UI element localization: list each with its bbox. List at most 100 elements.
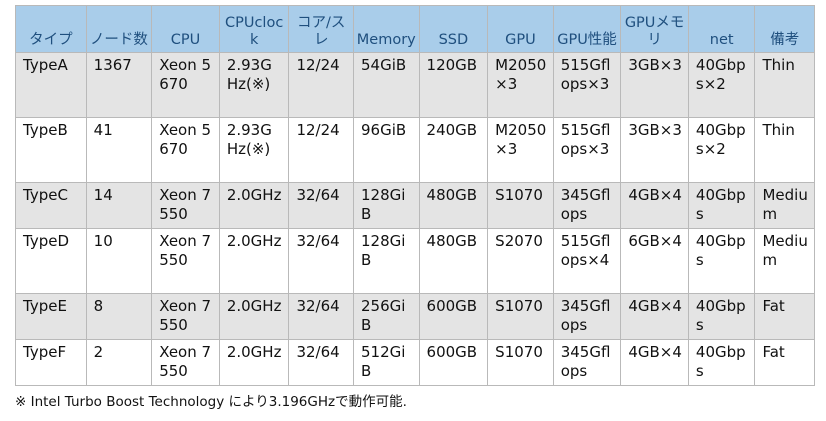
cell-cpu: Xeon 5670 — [151, 52, 220, 118]
header-cpu: CPU — [151, 5, 220, 53]
header-label: GPUメモリ — [624, 15, 685, 48]
table-row: TypeC 14 Xeon 7550 2.0GHz 32/64 128GiB 480GB S1… — [15, 182, 815, 229]
cell-ssd: 480GB — [418, 228, 489, 294]
cell-cpu: Xeon 7550 — [151, 182, 220, 229]
header-label: GPU — [505, 32, 536, 48]
header-label: ノード数 — [89, 32, 148, 48]
header-nodes: ノード数 — [85, 5, 153, 53]
header-row: タイプ ノード数 CPU CPUclock コア/スレ Memory SSD GPU GPU性能… — [15, 5, 815, 53]
cell-cpuclock: 2.93GHz(※) — [218, 52, 290, 118]
header-memory: Memory — [353, 5, 420, 53]
cell-ssd: 480GB — [418, 182, 489, 229]
header-label: net — [709, 32, 734, 48]
table-header: タイプ ノード数 CPU CPUclock コア/スレ Memory SSD GPU GPU性能… — [15, 5, 815, 53]
cell-gpuperf: 515Gflops×4 — [552, 228, 622, 294]
cell-ssd: 600GB — [418, 293, 489, 340]
header-cores: コア/スレ — [288, 5, 354, 53]
header-label: 備考 — [770, 32, 800, 48]
header-gpuperf: GPU性能 — [552, 5, 622, 53]
cell-cpu: Xeon 7550 — [151, 339, 220, 386]
header-label: CPU — [170, 32, 201, 48]
cell-nodes: 14 — [85, 182, 153, 229]
cell-type: TypeB — [15, 117, 87, 183]
cell-cores: 12/24 — [288, 117, 354, 183]
header-label: GPU性能 — [557, 32, 617, 48]
header-notes: 備考 — [754, 5, 815, 53]
table-body: TypeA 1367 Xeon 5670 2.93GHz(※) 12/24 54GiB 12… — [15, 52, 815, 386]
cell-gpu: M2050×3 — [487, 117, 554, 183]
header-label: CPUclock — [224, 15, 284, 48]
cell-gpumem: 4GB×4 — [620, 339, 689, 386]
table-row: TypeF 2 Xeon 7550 2.0GHz 32/64 512GiB 600GB S10… — [15, 339, 815, 386]
cell-nodes: 10 — [85, 228, 153, 294]
cell-cpuclock: 2.0GHz — [218, 228, 290, 294]
cell-type: TypeA — [15, 52, 87, 118]
table-row: TypeA 1367 Xeon 5670 2.93GHz(※) 12/24 54GiB 12… — [15, 52, 815, 118]
cell-net: 40Gbps — [687, 293, 756, 340]
cell-gpumem: 4GB×4 — [620, 182, 689, 229]
cell-type: TypeD — [15, 228, 87, 294]
cell-gpuperf: 515Gflops×3 — [552, 52, 622, 118]
cell-net: 40Gbps×2 — [687, 52, 756, 118]
cell-gpu: M2050×3 — [487, 52, 554, 118]
cell-gpuperf: 345Gflops — [552, 293, 622, 340]
cell-memory: 96GiB — [353, 117, 420, 183]
cell-notes: Medium — [754, 182, 815, 229]
cell-memory: 128GiB — [353, 182, 420, 229]
cell-cores: 32/64 — [288, 293, 354, 340]
cell-net: 40Gbps — [687, 339, 756, 386]
cell-cpu: Xeon 5670 — [151, 117, 220, 183]
table-row: TypeE 8 Xeon 7550 2.0GHz 32/64 256GiB 600GB S10… — [15, 293, 815, 340]
cell-cpuclock: 2.0GHz — [218, 339, 290, 386]
cell-notes: Thin — [754, 52, 815, 118]
cell-gpu: S1070 — [487, 293, 554, 340]
cell-gpumem: 4GB×4 — [620, 293, 689, 340]
spec-table: タイプ ノード数 CPU CPUclock コア/スレ Memory SSD GPU GPU性能… — [15, 5, 815, 386]
cell-ssd: 240GB — [418, 117, 489, 183]
cell-nodes: 41 — [85, 117, 153, 183]
cell-ssd: 600GB — [418, 339, 489, 386]
cell-cpu: Xeon 7550 — [151, 293, 220, 340]
cell-notes: Thin — [754, 117, 815, 183]
cell-gpuperf: 345Gflops — [552, 182, 622, 229]
cell-memory: 128GiB — [353, 228, 420, 294]
cell-gpu: S1070 — [487, 182, 554, 229]
cell-gpu: S1070 — [487, 339, 554, 386]
table-row: TypeD 10 Xeon 7550 2.0GHz 32/64 128GiB 480GB S2… — [15, 228, 815, 294]
cell-cpu: Xeon 7550 — [151, 228, 220, 294]
header-label: タイプ — [29, 32, 73, 48]
cell-notes: Fat — [754, 293, 815, 340]
cell-cores: 32/64 — [288, 182, 354, 229]
cell-cpuclock: 2.0GHz — [218, 182, 290, 229]
cell-gpumem: 6GB×4 — [620, 228, 689, 294]
footnote: ※ Intel Turbo Boost Technology により3.196G… — [15, 394, 407, 410]
cell-gpuperf: 515Gflops×3 — [552, 117, 622, 183]
header-cpuclock: CPUclock — [218, 5, 290, 53]
cell-nodes: 8 — [85, 293, 153, 340]
cell-memory: 54GiB — [353, 52, 420, 118]
header-gpu: GPU — [487, 5, 554, 53]
header-gpumem: GPUメモリ — [620, 5, 689, 53]
header-type: タイプ — [15, 5, 87, 53]
cell-net: 40Gbps — [687, 182, 756, 229]
header-label: コア/スレ — [297, 15, 346, 48]
cell-type: TypeE — [15, 293, 87, 340]
cell-memory: 512GiB — [353, 339, 420, 386]
cell-net: 40Gbps — [687, 228, 756, 294]
header-label: SSD — [438, 32, 469, 48]
cell-gpu: S2070 — [487, 228, 554, 294]
cell-cores: 12/24 — [288, 52, 354, 118]
cell-gpumem: 3GB×3 — [620, 117, 689, 183]
cell-memory: 256GiB — [353, 293, 420, 340]
cell-type: TypeC — [15, 182, 87, 229]
cell-gpuperf: 345Gflops — [552, 339, 622, 386]
cell-cpuclock: 2.0GHz — [218, 293, 290, 340]
header-net: net — [687, 5, 756, 53]
cell-notes: Medium — [754, 228, 815, 294]
header-label: Memory — [356, 32, 416, 48]
cell-nodes: 2 — [85, 339, 153, 386]
cell-cpuclock: 2.93GHz(※) — [218, 117, 290, 183]
cell-type: TypeF — [15, 339, 87, 386]
header-ssd: SSD — [418, 5, 489, 53]
table-row: TypeB 41 Xeon 5670 2.93GHz(※) 12/24 96GiB 240G… — [15, 117, 815, 183]
